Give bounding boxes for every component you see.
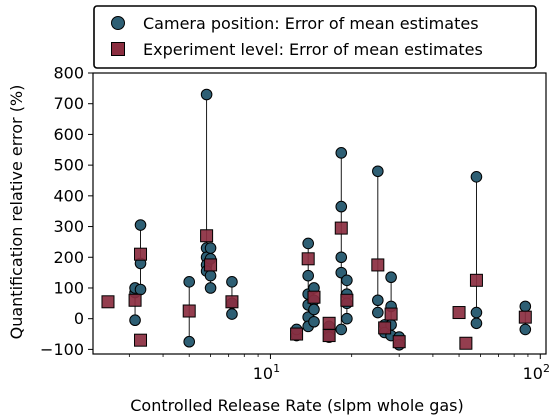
- camera-point: [226, 308, 238, 320]
- camera-point: [129, 314, 141, 327]
- y-tick-label: 700: [53, 94, 84, 113]
- experiment-point: [392, 335, 406, 349]
- camera-point: [470, 171, 483, 183]
- camera-point: [335, 266, 348, 279]
- experiment-point: [204, 258, 218, 272]
- y-tick-label: −100: [40, 340, 84, 359]
- camera-point: [204, 242, 217, 254]
- experiment-point: [334, 221, 348, 235]
- y-tick-label: 400: [53, 186, 84, 205]
- camera-point: [183, 276, 196, 288]
- camera-point: [204, 282, 217, 294]
- camera-point: [335, 147, 348, 159]
- experiment-point: [378, 321, 392, 335]
- x-tick-label: 101: [253, 362, 280, 383]
- experiment-point: [134, 333, 148, 347]
- experiment-point: [301, 252, 315, 266]
- y-tick-label: 500: [53, 156, 84, 175]
- experiment-point: [384, 307, 398, 321]
- camera-point: [519, 300, 532, 313]
- experiment-point: [340, 293, 354, 307]
- y-tick-label: 300: [53, 217, 84, 236]
- plot-area: [93, 73, 546, 354]
- y-tick-label: 800: [53, 64, 84, 83]
- camera-point: [335, 251, 348, 264]
- experiment-point: [322, 329, 336, 343]
- legend: Camera position: Error of mean estimates…: [93, 5, 537, 69]
- camera-point: [134, 283, 147, 296]
- y-tick-label: 0: [74, 309, 84, 328]
- legend-label-experiment: Experiment level: Error of mean estimate…: [143, 40, 483, 59]
- camera-point: [335, 323, 348, 336]
- camera-point: [335, 200, 348, 213]
- experiment-point: [101, 295, 115, 309]
- plot-frame: [92, 72, 547, 355]
- legend-square-marker: [111, 42, 125, 56]
- camera-point: [308, 303, 320, 316]
- camera-point: [308, 315, 320, 328]
- experiment-point: [225, 295, 239, 309]
- camera-point: [385, 271, 397, 284]
- data-markers: [101, 88, 532, 351]
- experiment-point: [469, 273, 483, 287]
- experiment-point: [452, 306, 466, 320]
- experiment-point: [182, 304, 196, 318]
- experiment-point: [200, 229, 214, 243]
- y-tick-label: 200: [53, 248, 84, 267]
- camera-point: [470, 306, 483, 319]
- legend-circle-marker: [111, 16, 125, 30]
- legend-label-camera: Camera position: Error of mean estimates: [143, 14, 479, 33]
- camera-point: [226, 276, 238, 288]
- plot-background: [93, 73, 546, 354]
- x-tick-label: 102: [523, 362, 550, 383]
- y-tick-label: 600: [53, 125, 84, 144]
- experiment-point: [307, 290, 321, 304]
- camera-point: [372, 294, 384, 307]
- experiment-point: [322, 316, 336, 330]
- y-axis-label: Quantification relative error (%): [7, 85, 26, 340]
- experiment-point: [459, 336, 473, 350]
- camera-point: [341, 312, 353, 325]
- camera-point: [134, 219, 147, 231]
- legend-frame: [93, 5, 537, 69]
- camera-point: [470, 317, 483, 330]
- camera-point: [200, 88, 213, 101]
- camera-point: [204, 269, 217, 282]
- axes: −100 0 100 200 300 400 500 600 700 800 101 102: [40, 64, 550, 384]
- experiment-point: [290, 327, 304, 341]
- camera-point: [519, 323, 532, 336]
- camera-point: [341, 274, 353, 287]
- experiment-point: [371, 258, 385, 272]
- camera-point: [372, 306, 384, 319]
- camera-point: [372, 165, 384, 178]
- y-tick-label: 100: [53, 278, 84, 297]
- experiment-point: [128, 293, 142, 307]
- camera-point: [183, 335, 196, 348]
- experiment-point: [518, 310, 532, 324]
- camera-point: [302, 269, 314, 282]
- x-axis-label: Controlled Release Rate (slpm whole gas): [130, 396, 464, 415]
- experiment-point: [134, 247, 148, 261]
- camera-point: [302, 237, 314, 250]
